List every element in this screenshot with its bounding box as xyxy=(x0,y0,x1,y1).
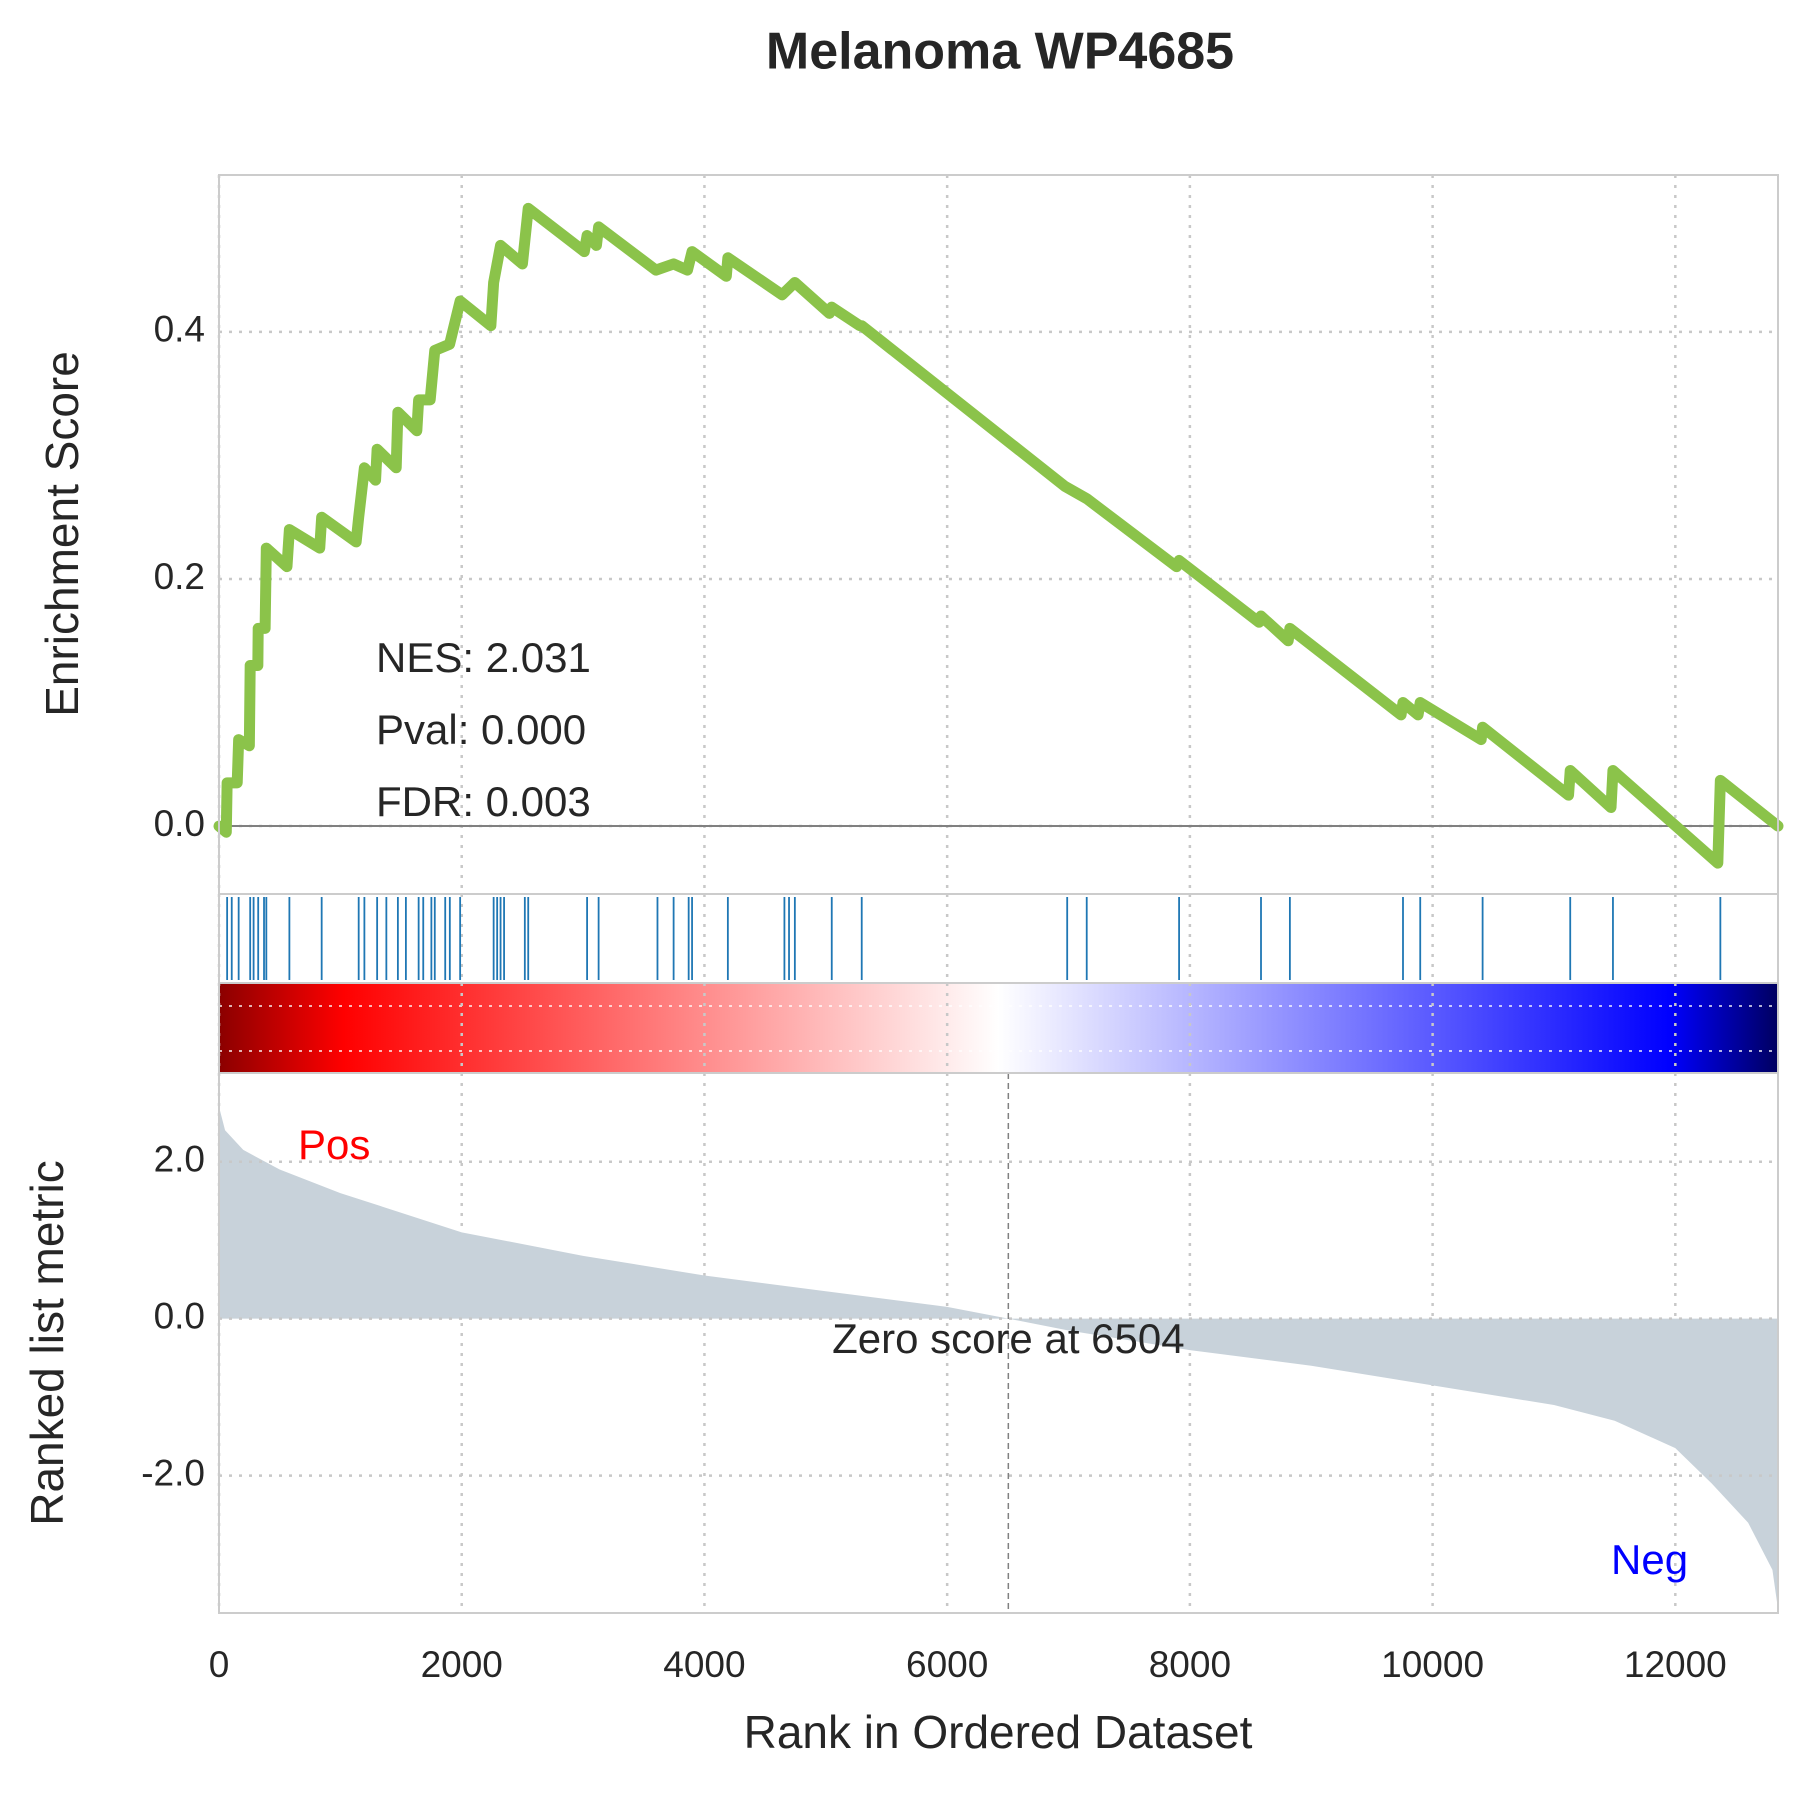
x-tick-label: 4000 xyxy=(663,1644,745,1685)
panel-frame xyxy=(218,1072,1779,1614)
y-tick-label: 0.0 xyxy=(154,1295,205,1336)
zero-score-label: Zero score at 6504 xyxy=(832,1315,1185,1362)
y-tick-label: 0.4 xyxy=(154,309,205,350)
chart-title: Melanoma WP4685 xyxy=(766,23,1234,81)
color-bar xyxy=(219,983,1778,1073)
y-axis-label: Ranked list metric xyxy=(21,1160,73,1526)
panel-frame xyxy=(218,893,1779,984)
x-tick-label: 2000 xyxy=(421,1644,503,1685)
x-tick-label: 0 xyxy=(209,1644,230,1685)
y-axis-label: Enrichment Score xyxy=(36,351,88,717)
pos-label: Pos xyxy=(298,1121,370,1168)
y-tick-label: 2.0 xyxy=(154,1138,205,1179)
x-tick-label: 8000 xyxy=(1149,1644,1231,1685)
x-axis-label: Rank in Ordered Dataset xyxy=(744,1706,1253,1758)
y-tick-label: 0.0 xyxy=(154,803,205,844)
y-tick-label: -2.0 xyxy=(141,1452,205,1493)
stat-annotation: Pval: 0.000 xyxy=(376,706,586,753)
rank-metric-area xyxy=(219,1106,1778,1610)
y-tick-label: 0.2 xyxy=(154,556,205,597)
x-tick-label: 6000 xyxy=(906,1644,988,1685)
stat-annotation: FDR: 0.003 xyxy=(376,778,591,825)
neg-label: Neg xyxy=(1611,1536,1688,1583)
stat-annotation: NES: 2.031 xyxy=(376,634,591,681)
enrichment-line xyxy=(213,202,1784,869)
x-tick-label: 12000 xyxy=(1624,1644,1727,1685)
x-tick-label: 10000 xyxy=(1381,1644,1484,1685)
